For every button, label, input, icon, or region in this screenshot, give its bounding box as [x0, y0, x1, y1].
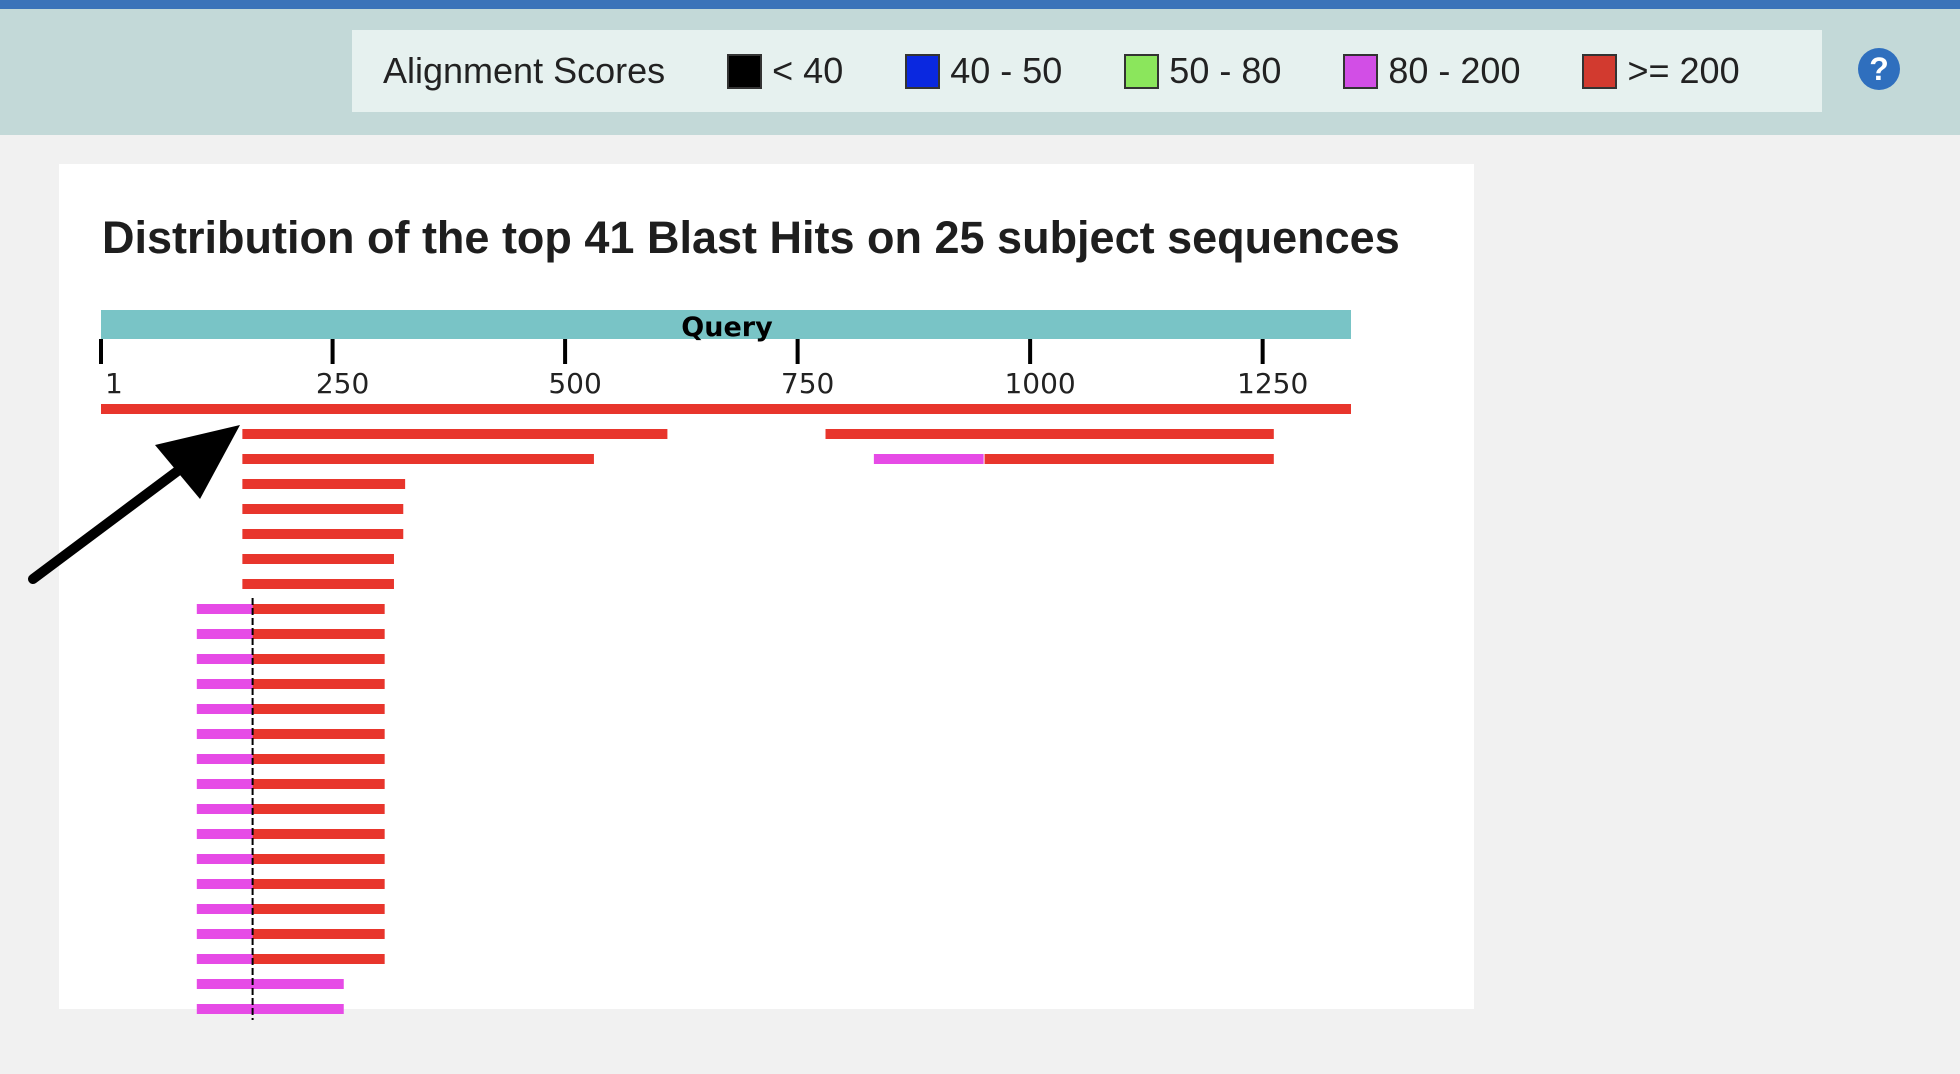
hit-segment: [196, 629, 253, 639]
query-label: Query: [681, 312, 773, 343]
hit-segment: [242, 429, 668, 439]
hit-segment: [873, 454, 984, 464]
legend-label-40-50: 40 - 50: [950, 50, 1063, 91]
legend-title: Alignment Scores: [383, 50, 666, 91]
hit-segment: [196, 929, 253, 939]
legend-swatch-ge200: [1582, 53, 1618, 89]
legend-item-50-80: 50 - 80: [1124, 50, 1281, 92]
axis-tick: [99, 339, 103, 364]
hit-segment: [196, 829, 253, 839]
hit-segment: [196, 879, 253, 889]
hit-segment: [196, 679, 253, 689]
hit-segment: [196, 1004, 344, 1014]
legend-label-lt40: < 40: [772, 50, 844, 91]
legend-swatch-80-200: [1343, 53, 1379, 89]
hit-segment: [101, 404, 1351, 414]
hit-segment: [196, 654, 253, 664]
hit-segment: [252, 779, 385, 789]
hit-segment: [196, 729, 253, 739]
axis-tick-label: 1250: [1237, 367, 1308, 400]
hit-segment: [196, 779, 253, 789]
panel-title: Distribution of the top 41 Blast Hits on…: [102, 212, 1400, 263]
legend-swatch-40-50: [905, 53, 941, 89]
hit-segment: [242, 554, 394, 564]
hit-segment: [242, 504, 404, 514]
hit-segment: [252, 879, 385, 889]
help-question-icon[interactable]: ?: [1858, 48, 1900, 90]
hit-segment: [242, 479, 406, 489]
hit-segment: [984, 454, 1274, 464]
hit-segment: [242, 454, 594, 464]
legend-label-80-200: 80 - 200: [1388, 50, 1521, 91]
axis-tick-label: 250: [316, 367, 369, 400]
hit-segment: [196, 854, 253, 864]
legend-label-50-80: 50 - 80: [1169, 50, 1282, 91]
legend-swatch-lt40: [727, 53, 763, 89]
legend-item-lt40: < 40: [727, 50, 843, 92]
hit-segment: [196, 979, 344, 989]
axis-tick: [330, 339, 335, 364]
hit-segment: [196, 904, 253, 914]
axis-tick: [795, 339, 800, 364]
hit-segment: [252, 854, 385, 864]
hit-segment: [252, 929, 385, 939]
alignment-score-legend: Alignment Scores < 40 40 - 50 50 - 80 80…: [352, 30, 1822, 112]
hit-segment: [196, 604, 253, 614]
hit-segment: [196, 704, 253, 714]
hit-segment: [252, 804, 385, 814]
hit-segment: [252, 829, 385, 839]
legend-label-ge200: >= 200: [1627, 50, 1740, 91]
legend-item-40-50: 40 - 50: [905, 50, 1062, 92]
hit-segment: [242, 579, 394, 589]
legend-item-ge200: >= 200: [1582, 50, 1740, 92]
legend-swatch-50-80: [1124, 53, 1160, 89]
axis-tick: [1028, 339, 1033, 364]
hit-segment: [825, 429, 1274, 439]
hit-segment: [196, 954, 253, 964]
hit-segment: [242, 529, 404, 539]
hit-segment: [252, 679, 385, 689]
hit-segment: [252, 704, 385, 714]
hit-segment: [196, 754, 253, 764]
hit-segment: [252, 754, 385, 764]
hit-segment: [252, 629, 385, 639]
legend-item-80-200: 80 - 200: [1343, 50, 1520, 92]
axis-tick-label: 1000: [1004, 367, 1075, 400]
hit-segment: [196, 804, 253, 814]
hit-segment: [252, 654, 385, 664]
axis-tick-label: 1: [105, 367, 123, 400]
axis-tick-label: 500: [548, 367, 601, 400]
axis-tick-label: 750: [781, 367, 834, 400]
hit-segment: [252, 904, 385, 914]
axis-tick: [1260, 339, 1265, 364]
axis-tick: [563, 339, 568, 364]
hit-segment: [252, 954, 385, 964]
hit-segment: [252, 729, 385, 739]
top-accent-rule: [0, 0, 1960, 9]
hit-segment: [252, 604, 385, 614]
query-bar: [101, 310, 1351, 339]
